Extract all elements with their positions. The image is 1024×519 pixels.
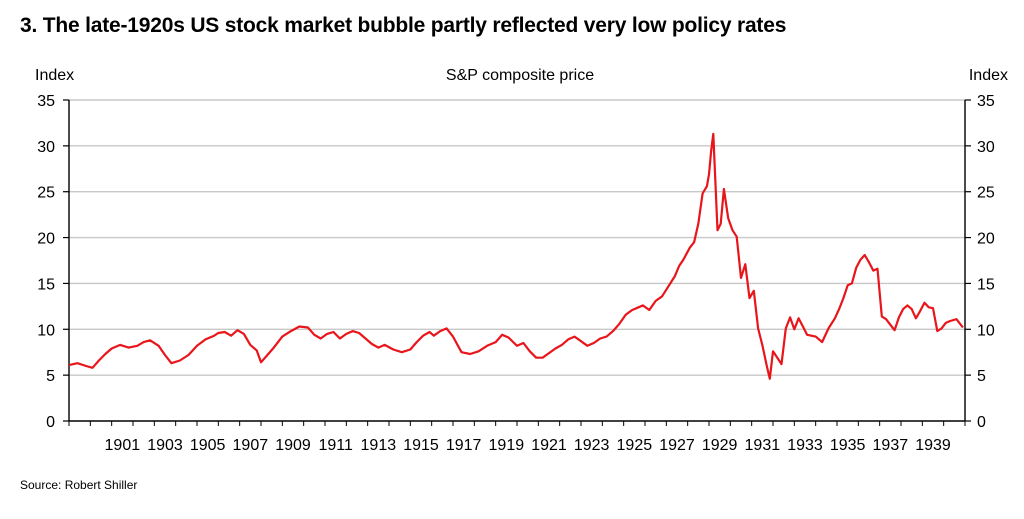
y-tick-label-right: 30 xyxy=(977,139,995,156)
y-ticks-right: 0 5 10 15 20 25 30 35 xyxy=(965,93,995,431)
x-tick-label: 1929 xyxy=(702,437,738,454)
y-tick-label-left: 0 xyxy=(46,414,55,431)
x-tick-label: 1907 xyxy=(233,437,269,454)
x-ticks: 1901 1903 1905 1907 1909 1911 1913 1915 1917 1919… xyxy=(68,421,966,454)
y-ticks-left: 0 5 10 15 20 25 30 35 xyxy=(37,93,69,431)
y-tick-label-right: 15 xyxy=(977,276,995,293)
x-tick-label: 1909 xyxy=(275,437,311,454)
x-tick-label: 1917 xyxy=(446,437,482,454)
y-tick-label-left: 35 xyxy=(37,93,55,110)
y-tick-label-left: 20 xyxy=(37,231,55,248)
x-tick-label: 1915 xyxy=(403,437,439,454)
x-tick-label: 1919 xyxy=(489,437,525,454)
y-tick-label-left: 25 xyxy=(37,185,55,202)
y-tick-label-right: 35 xyxy=(977,93,995,110)
y-tick-label-left: 10 xyxy=(37,322,55,339)
gridlines xyxy=(69,99,965,376)
x-tick-label: 1903 xyxy=(147,437,183,454)
y-tick-label-right: 0 xyxy=(977,414,986,431)
y-tick-label-right: 10 xyxy=(977,322,995,339)
y-tick-label-right: 5 xyxy=(977,368,986,385)
x-tick-label: 1913 xyxy=(361,437,397,454)
chart-title: 3. The late-1920s US stock market bubble… xyxy=(20,14,787,37)
x-tick-label: 1921 xyxy=(531,437,567,454)
x-tick-label: 1935 xyxy=(830,437,866,454)
series-line-sp-composite xyxy=(68,132,964,380)
x-tick-label: 1901 xyxy=(105,437,141,454)
y-tick-label-right: 20 xyxy=(977,231,995,248)
y-tick-label-left: 5 xyxy=(46,368,55,385)
x-tick-label: 1937 xyxy=(873,437,909,454)
x-tick-label: 1931 xyxy=(745,437,781,454)
y-tick-label-left: 15 xyxy=(37,276,55,293)
x-tick-label: 1905 xyxy=(190,437,226,454)
x-tick-label: 1925 xyxy=(617,437,653,454)
source-note: Source: Robert Shiller xyxy=(20,478,138,492)
x-tick-label: 1939 xyxy=(915,437,951,454)
y-axis-label-left: Index xyxy=(35,67,74,84)
axes xyxy=(68,100,966,422)
chart-subtitle: S&P composite price xyxy=(446,67,594,84)
x-tick-label: 1911 xyxy=(318,437,353,454)
y-tick-label-right: 25 xyxy=(977,185,995,202)
x-tick-label: 1923 xyxy=(574,437,610,454)
y-tick-label-left: 30 xyxy=(37,139,55,156)
y-axis-label-right: Index xyxy=(969,67,1008,84)
x-tick-label: 1933 xyxy=(787,437,823,454)
x-tick-label: 1927 xyxy=(659,437,695,454)
